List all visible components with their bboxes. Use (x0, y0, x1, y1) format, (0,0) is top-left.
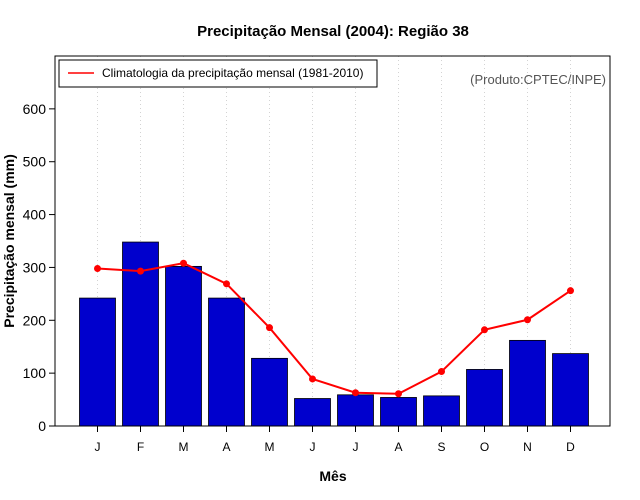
climatology-point (567, 287, 574, 295)
bars (79, 241, 589, 427)
x-tick-label: S (437, 440, 445, 454)
y-tick-label: 200 (23, 312, 47, 328)
source-annotation: (Produto:CPTEC/INPE) (470, 72, 606, 87)
y-axis-label: Precipitação mensal (mm) (1, 154, 17, 328)
climatology-point (180, 259, 187, 267)
climatology-line-series (94, 259, 574, 398)
x-axis-label: Mês (319, 468, 346, 484)
y-tick-label: 500 (23, 154, 47, 170)
y-tick-label: 100 (23, 365, 47, 381)
bar (165, 265, 202, 427)
climatology-line (97, 262, 572, 395)
bar (509, 339, 546, 427)
climatology-point (94, 264, 101, 272)
x-tick-label: M (179, 440, 189, 454)
bar (208, 297, 245, 427)
plot-frame (54, 55, 611, 427)
y-tick-label: 400 (23, 207, 47, 223)
legend-label: Climatologia da precipitação mensal (198… (102, 66, 363, 80)
bar (337, 394, 374, 427)
x-tick-label: A (222, 440, 230, 454)
climatology-point (266, 324, 273, 332)
bar (251, 357, 288, 427)
x-tick-label: J (95, 440, 101, 454)
legend-box (58, 59, 378, 88)
x-tick-label: J (353, 440, 359, 454)
chart-title: Precipitação Mensal (2004): Região 38 (197, 23, 469, 40)
bar (79, 297, 116, 427)
climatology-point (481, 326, 488, 334)
climatology-point (524, 316, 531, 324)
bar (423, 395, 460, 427)
y-tick-label: 0 (38, 418, 46, 434)
climatology-point (395, 390, 402, 398)
climatology-point (352, 389, 359, 397)
climatology-point (309, 375, 316, 383)
x-tick-label: D (566, 440, 575, 454)
x-tick-label: O (480, 440, 489, 454)
bar (552, 353, 589, 427)
climatology-point (137, 267, 144, 275)
bar (294, 398, 331, 427)
x-tick-label: N (523, 440, 532, 454)
x-tick-label: M (265, 440, 275, 454)
bar (466, 369, 503, 427)
x-tick-label: J (310, 440, 316, 454)
y-tick-label: 600 (23, 101, 47, 117)
y-tick-label: 300 (23, 259, 47, 275)
x-tick-label: F (137, 440, 144, 454)
y-axis: 0 100 200 300 400 500 600 (23, 101, 55, 434)
legend: Climatologia da precipitação mensal (198… (58, 59, 378, 88)
climatology-point (438, 368, 445, 376)
climatology-point (223, 280, 230, 288)
bar (380, 397, 417, 427)
x-tick-label: A (394, 440, 402, 454)
